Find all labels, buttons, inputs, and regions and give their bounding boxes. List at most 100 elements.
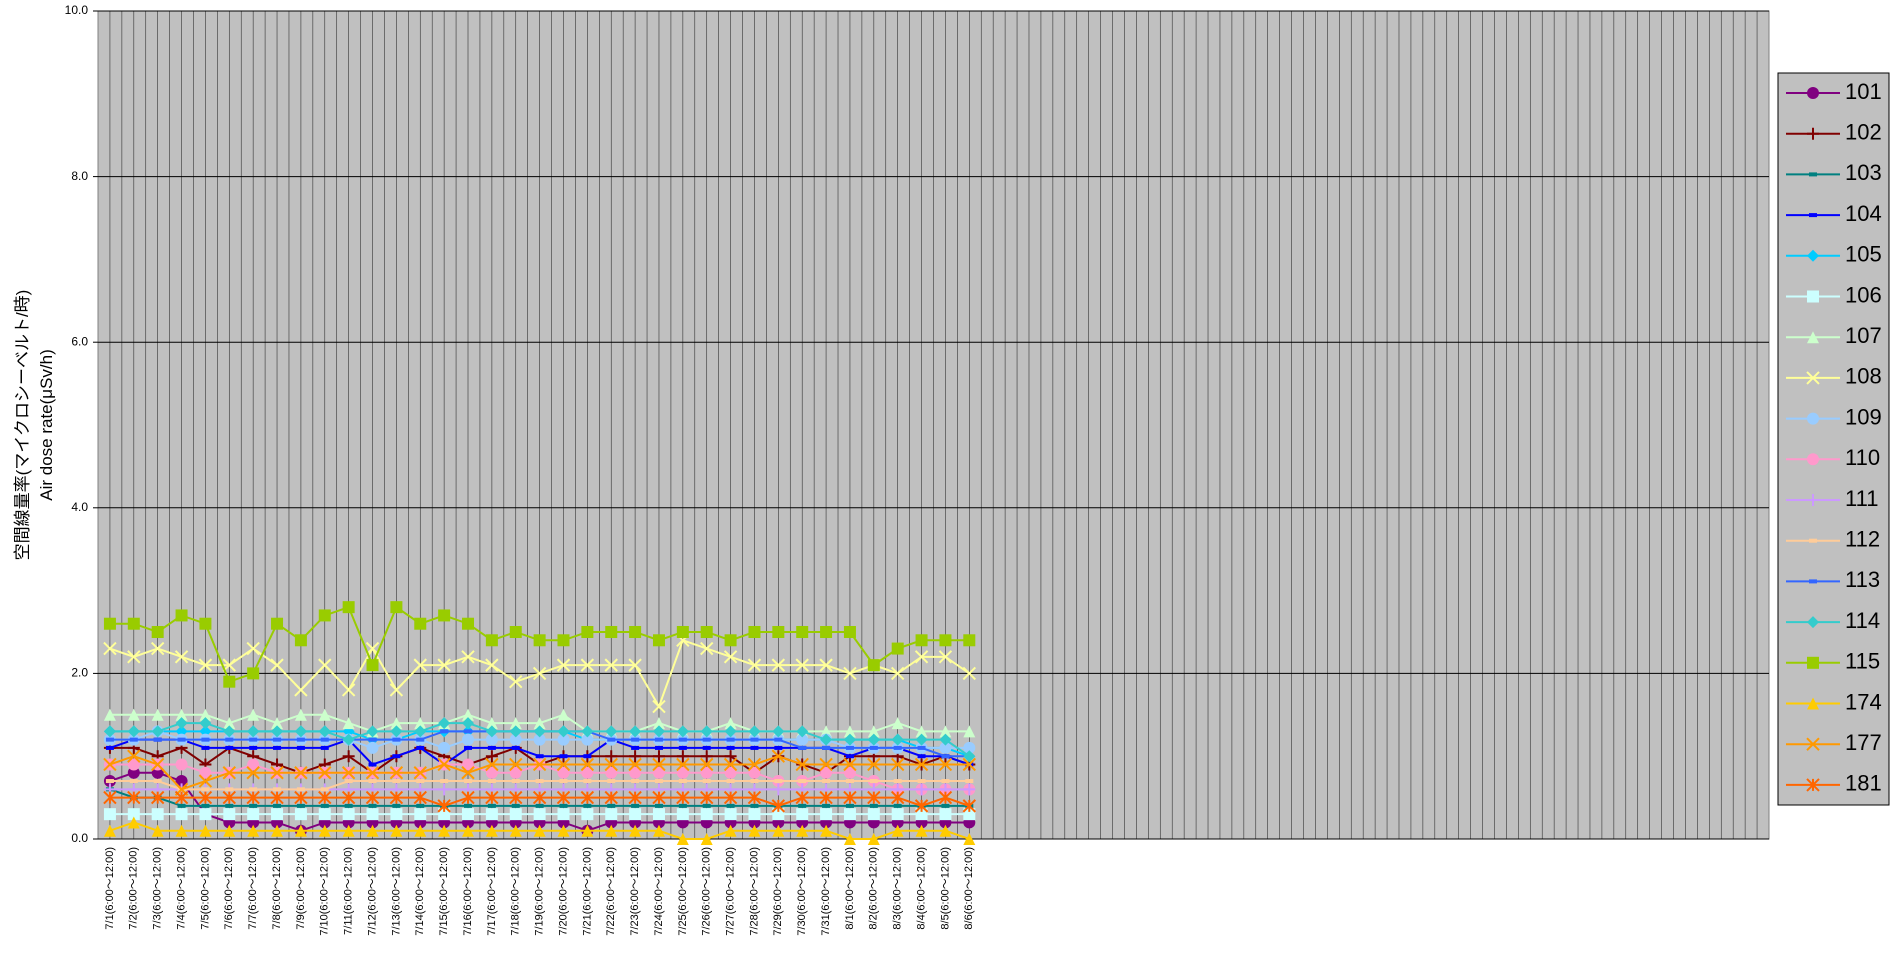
y-tick-label: 2.0 <box>71 666 88 680</box>
marker <box>678 779 687 784</box>
marker <box>294 766 308 780</box>
marker <box>414 717 427 730</box>
marker <box>869 779 878 784</box>
marker <box>772 808 785 821</box>
y-axis-title: 空間線量率(マイクロシーベルト/時) <box>13 290 32 561</box>
marker <box>795 658 809 672</box>
marker <box>223 824 236 837</box>
marker <box>605 725 618 738</box>
legend-label: 106 <box>1845 282 1882 307</box>
marker <box>890 790 905 805</box>
marker <box>509 757 523 772</box>
marker <box>700 725 713 738</box>
marker <box>103 808 116 821</box>
marker <box>509 674 523 689</box>
marker <box>103 617 116 630</box>
marker <box>676 790 690 805</box>
marker <box>199 824 212 837</box>
marker <box>820 824 833 837</box>
marker <box>796 733 809 746</box>
marker <box>414 725 427 738</box>
marker <box>366 741 379 754</box>
marker <box>939 725 952 738</box>
marker <box>867 725 880 738</box>
marker <box>629 750 642 763</box>
marker <box>772 824 785 837</box>
marker <box>175 824 188 837</box>
marker <box>1807 453 1819 466</box>
marker <box>914 757 929 772</box>
marker <box>509 766 522 779</box>
marker <box>198 658 213 672</box>
marker <box>891 808 904 821</box>
marker <box>294 808 307 821</box>
marker <box>771 658 786 672</box>
marker <box>963 808 976 821</box>
marker <box>296 787 305 792</box>
marker <box>583 803 592 808</box>
marker <box>750 745 759 750</box>
marker <box>392 754 401 759</box>
marker <box>891 717 904 730</box>
marker <box>581 725 594 738</box>
marker <box>462 824 475 837</box>
marker <box>413 658 427 672</box>
marker <box>462 717 475 730</box>
marker <box>294 725 307 738</box>
marker <box>535 779 544 784</box>
marker <box>487 745 496 750</box>
marker <box>151 766 164 779</box>
x-tick-label: 8/2(6:00～12:00) <box>868 847 880 930</box>
marker <box>365 766 380 780</box>
marker <box>631 737 640 742</box>
marker <box>702 745 711 750</box>
marker <box>318 766 332 780</box>
marker <box>726 745 735 750</box>
marker <box>845 754 854 759</box>
marker <box>843 808 856 821</box>
marker <box>366 808 379 821</box>
marker <box>223 675 236 688</box>
marker <box>533 717 546 730</box>
x-tick-label: 7/17(6:00～12:00) <box>486 847 498 936</box>
marker <box>628 658 642 672</box>
legend-label: 177 <box>1845 730 1882 755</box>
marker <box>247 725 260 738</box>
marker <box>199 808 212 821</box>
marker <box>607 737 616 742</box>
marker <box>843 790 857 805</box>
marker <box>199 617 212 630</box>
marker <box>201 787 210 792</box>
marker <box>1809 538 1817 543</box>
marker <box>891 642 904 655</box>
marker <box>771 799 786 813</box>
x-tick-label: 7/1(6:00～12:00) <box>104 847 116 930</box>
marker <box>105 779 114 784</box>
marker <box>461 650 475 664</box>
marker <box>723 757 738 772</box>
x-tick-label: 7/26(6:00～12:00) <box>701 847 713 936</box>
marker <box>485 808 498 821</box>
marker <box>392 737 401 742</box>
marker <box>748 766 761 779</box>
marker <box>1809 579 1817 584</box>
marker <box>271 824 284 837</box>
marker <box>724 634 737 647</box>
marker <box>175 775 188 788</box>
marker <box>939 634 952 647</box>
marker <box>127 617 140 630</box>
marker <box>103 708 116 721</box>
marker <box>796 626 809 638</box>
marker <box>151 725 164 738</box>
marker <box>175 725 188 738</box>
marker <box>103 824 116 837</box>
marker <box>963 833 976 845</box>
marker <box>676 725 689 738</box>
marker <box>748 626 761 638</box>
marker <box>820 766 833 779</box>
marker <box>103 757 117 772</box>
marker <box>103 725 116 738</box>
marker <box>845 779 854 784</box>
series <box>103 808 976 821</box>
marker <box>175 808 188 821</box>
